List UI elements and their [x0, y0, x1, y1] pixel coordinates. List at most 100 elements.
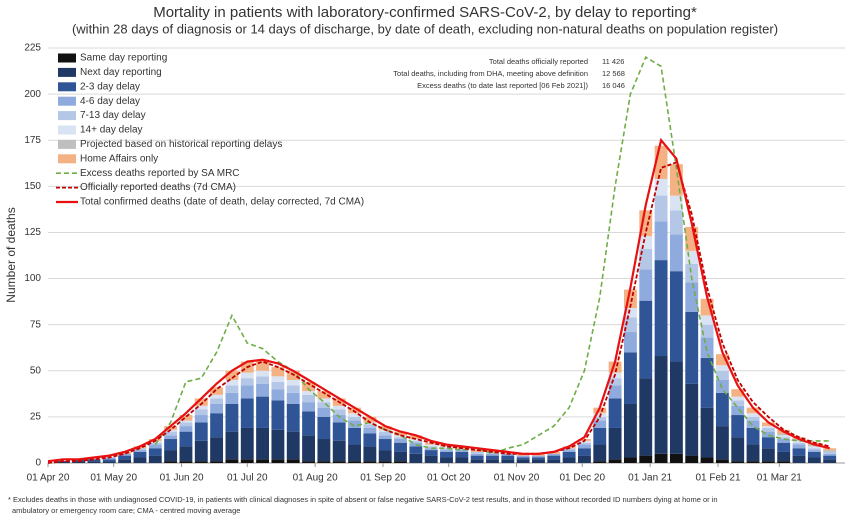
- bar-segment: [317, 402, 331, 408]
- bar-segment: [164, 439, 178, 451]
- bar-segment: [792, 440, 806, 443]
- bar-segment: [102, 461, 116, 463]
- bar-segment: [777, 461, 791, 463]
- stat-label: Excess deaths (to date last reported [06…: [417, 81, 588, 90]
- bar-segment: [578, 444, 591, 449]
- bar-segment: [164, 435, 178, 440]
- bar-segment: [532, 459, 545, 463]
- bar-segment: [562, 451, 576, 458]
- bar-segment: [409, 440, 423, 443]
- bar-segment: [424, 455, 438, 463]
- bar-segment: [623, 352, 637, 404]
- bar-segment: [302, 402, 315, 412]
- bar-segment: [685, 263, 699, 283]
- bar-segment: [470, 455, 484, 460]
- bar-segment: [194, 461, 208, 463]
- bar-segment: [348, 427, 361, 445]
- bar-segment: [363, 446, 377, 462]
- bar-segment: [562, 448, 576, 451]
- y-tick-label: 50: [30, 365, 42, 376]
- y-tick-label: 225: [24, 43, 41, 54]
- bar-segment: [332, 405, 346, 410]
- bar-segment: [578, 442, 591, 445]
- bar-segment: [777, 437, 791, 440]
- bar-segment: [455, 457, 469, 463]
- y-tick-label: 25: [30, 412, 42, 423]
- bar-segment: [378, 426, 392, 430]
- bar-segment: [302, 461, 315, 463]
- bar-segment: [179, 446, 193, 462]
- bar-segment: [623, 317, 637, 333]
- bar-segment: [440, 450, 453, 452]
- bar-segment: [547, 459, 561, 463]
- bar-segment: [669, 361, 683, 454]
- bar-segment: [440, 446, 453, 449]
- bar-segment: [593, 407, 607, 414]
- bar-segment: [608, 361, 622, 373]
- bar-segment: [286, 431, 300, 460]
- bar-segment: [746, 461, 760, 463]
- bar-segment: [148, 455, 162, 463]
- bar-segment: [746, 444, 760, 462]
- bar-segment: [669, 271, 683, 362]
- bar-segment: [394, 461, 407, 463]
- bar-segment: [164, 461, 178, 463]
- bar-segment: [715, 392, 729, 427]
- bar-segment: [777, 451, 791, 462]
- legend-swatch: [58, 139, 76, 149]
- x-tick-label: 01 Sep 20: [360, 473, 406, 484]
- bar-segment: [562, 450, 576, 452]
- bar-segment: [102, 459, 116, 462]
- bar-segment: [256, 459, 270, 463]
- bar-segment: [210, 387, 224, 395]
- legend-swatch: [58, 82, 76, 92]
- bar-segment: [133, 450, 147, 452]
- x-tick-label: 01 May 20: [90, 473, 137, 484]
- bar-segment: [623, 308, 637, 318]
- chart-subtitle: (within 28 days of diagnosis or 14 days …: [72, 21, 778, 36]
- bar-segment: [424, 450, 438, 456]
- bar-segment: [210, 413, 224, 438]
- x-tick-label: 01 Dec 20: [559, 473, 605, 484]
- bar-segment: [654, 453, 668, 463]
- bar-segment: [348, 461, 361, 463]
- bar-segment: [761, 426, 775, 428]
- bar-segment: [761, 448, 775, 462]
- legend-label: Same day reporting: [80, 53, 167, 64]
- legend-label: 2-3 day delay: [80, 81, 140, 92]
- bar-segment: [639, 269, 653, 301]
- bar-segment: [210, 437, 224, 462]
- bar-segment: [394, 451, 407, 462]
- bar-segment: [164, 450, 178, 462]
- bar-segment: [286, 403, 300, 432]
- y-tick-label: 100: [24, 273, 41, 284]
- x-tick-label: 01 Mar 21: [757, 473, 802, 484]
- bar-segment: [700, 357, 714, 408]
- bar-segment: [777, 442, 791, 452]
- bar-segment: [608, 398, 622, 428]
- bar-segment: [286, 380, 300, 386]
- bar-segment: [669, 195, 683, 211]
- bar-segment: [271, 376, 285, 382]
- bar-segment: [777, 433, 791, 436]
- bar-segment: [179, 461, 193, 463]
- bar-segment: [700, 337, 714, 358]
- bar-segment: [608, 378, 622, 386]
- bar-segment: [700, 457, 714, 463]
- bar-segment: [593, 444, 607, 462]
- bar-segment: [700, 315, 714, 325]
- bar-segment: [225, 459, 239, 463]
- bar-segment: [118, 453, 132, 456]
- bar-segment: [363, 433, 377, 447]
- x-tick-label: 01 Jan 21: [628, 473, 672, 484]
- bar-segment: [440, 451, 453, 458]
- bar-segment: [378, 435, 392, 440]
- bar-segment: [225, 370, 239, 380]
- series-line: [47, 137, 830, 463]
- legend-label: 7-13 day delay: [80, 110, 146, 121]
- bar-segment: [807, 451, 821, 458]
- bar-segment: [409, 439, 423, 441]
- bar-segment: [685, 455, 699, 463]
- bar-segment: [731, 461, 745, 463]
- bar-segment: [486, 455, 499, 460]
